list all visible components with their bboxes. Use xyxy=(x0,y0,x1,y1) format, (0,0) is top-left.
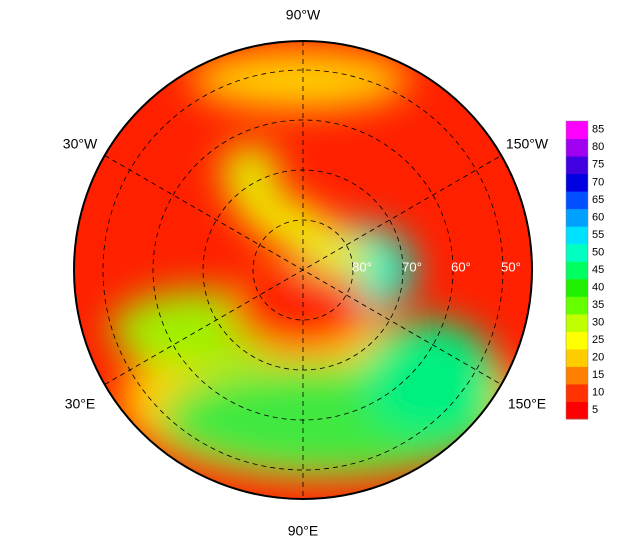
colorbar-tick-label: 20 xyxy=(592,352,604,364)
data-field xyxy=(74,41,532,499)
colorbar-tick-label: 30 xyxy=(592,316,604,328)
colorbar-segment xyxy=(566,173,588,192)
colorbar-segment xyxy=(566,261,588,280)
colorbar-tick-label: 25 xyxy=(592,334,604,346)
colorbar-segment xyxy=(566,156,588,175)
colorbar-tick-label: 65 xyxy=(592,194,604,206)
colorbar-segment xyxy=(566,348,588,367)
colorbar-segment xyxy=(566,226,588,245)
colorbar-segment xyxy=(566,401,588,420)
lat-label: 70° xyxy=(402,259,422,274)
colorbar-segment xyxy=(566,243,588,262)
lon-label: 30°W xyxy=(63,136,98,152)
lat-label: 60° xyxy=(451,259,471,274)
colorbar-segment xyxy=(566,383,588,402)
colorbar-segment xyxy=(566,366,588,385)
colorbar-tick-label: 70 xyxy=(592,176,604,188)
colorbar-tick-label: 10 xyxy=(592,387,604,399)
colorbar-segment xyxy=(566,208,588,227)
colorbar-segment xyxy=(566,278,588,297)
colorbar-tick-label: 60 xyxy=(592,211,604,223)
lat-label: 50° xyxy=(501,259,521,274)
lon-label: 150°E xyxy=(508,396,546,412)
colorbar-tick-label: 55 xyxy=(592,229,604,241)
map-border xyxy=(73,40,533,500)
colorbar-segment xyxy=(566,138,588,157)
colorbar-segment xyxy=(566,121,588,140)
colorbar: 5 10 15 20 25 30 35 40 45 50 55 60 65 70 75 80 85 xyxy=(565,120,604,420)
colorbar-segment xyxy=(566,191,588,210)
colorbar-tick-label: 85 xyxy=(592,124,604,136)
colorbar-segment xyxy=(566,313,588,332)
colorbar-tick-label: 40 xyxy=(592,281,604,293)
colorbar-tick-label: 75 xyxy=(592,159,604,171)
lon-label: 30°E xyxy=(65,396,96,412)
colorbar-tick-label: 5 xyxy=(592,404,598,416)
lon-label: 90°W xyxy=(286,7,321,23)
colorbar-frame xyxy=(565,120,589,420)
lat-label: 80° xyxy=(352,259,372,274)
lon-label: 150°W xyxy=(506,136,549,152)
colorbar-tick-label: 50 xyxy=(592,246,604,258)
graticule xyxy=(102,41,504,499)
colorbar-segment xyxy=(566,296,588,315)
colorbar-tick-label: 80 xyxy=(592,141,604,153)
colorbar-segment xyxy=(566,331,588,350)
lon-label: 90°E xyxy=(288,523,319,539)
colorbar-tick-label: 35 xyxy=(592,299,604,311)
colorbar-tick-label: 45 xyxy=(592,264,604,276)
colorbar-tick-label: 15 xyxy=(592,369,604,381)
